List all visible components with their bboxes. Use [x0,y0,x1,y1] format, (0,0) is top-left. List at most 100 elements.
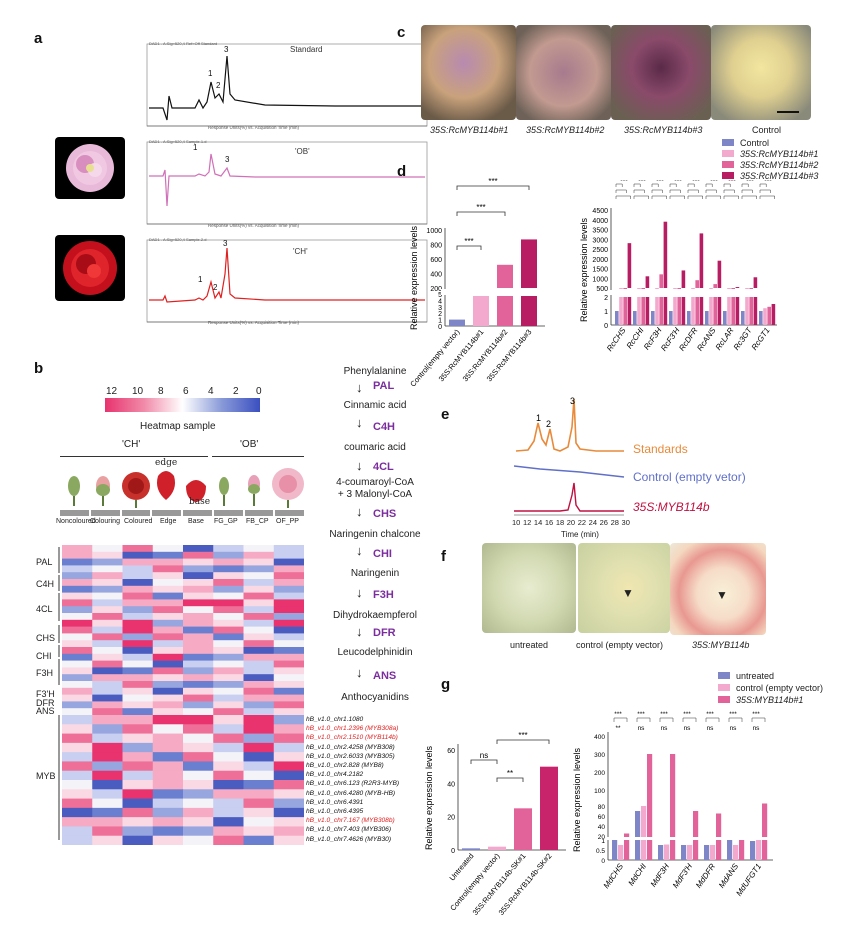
heatmap-cell [152,835,184,845]
heatmap-cell [92,613,123,621]
y-tick-label: 2500 [592,247,608,254]
peak-label: 3 [570,396,575,406]
heatmap-cell [122,687,154,696]
bar [767,306,771,325]
heatmap-cell [273,770,304,781]
bar [762,803,768,860]
heatmap-cell [243,545,275,553]
heatmap-cell [273,708,304,716]
bar [753,297,758,325]
heatmap-cell [152,752,184,762]
y-tick-label: 4 [438,298,442,305]
heatmap-cell [243,674,275,682]
heatmap-cell [213,761,244,772]
heatmap-cell [62,817,93,827]
callus-photo-2 [516,25,611,120]
heatmap-cell [243,572,275,580]
significance-bracket [633,195,649,199]
trace-tag-ch: 'CH' [293,247,308,256]
heatmap-cell [183,626,214,634]
heatmap-cell [243,599,275,607]
significance-bracket [751,717,766,722]
bar [663,221,668,288]
peak-label: 3 [225,155,230,164]
heatmap-cell [273,613,304,621]
significance-bracket [470,759,498,764]
heatmap-cell [273,660,304,668]
heatmap-cell [213,826,244,837]
x-tick-label: 30 [621,518,630,527]
heatmap-cell [243,551,275,560]
heatmap-cell [183,826,214,837]
heatmap-cell [183,674,214,682]
heatmap-cell [152,798,184,809]
heatmap-cell [122,835,154,845]
legend-item: 35S:RcMYB114b#3 [722,171,818,182]
heatmap-cell [62,835,93,845]
x-tick-label: 12 [522,518,532,527]
heatmap-cell [183,633,214,641]
heatmap-cell [62,558,93,566]
heatmap-cell [273,619,304,628]
heatmap-cell [92,606,123,614]
y-tick-label: 1500 [592,267,608,274]
heatmap-color-scale [105,398,260,412]
heatmap-cell [183,742,214,753]
x-tick-label: 35S:RcMYB114b#3 [485,328,534,384]
significance-bracket [651,189,663,193]
heatmap-cell [273,681,304,689]
heatmap-cell [152,606,184,614]
heatmap-cell [273,687,304,696]
heatmap-cell [243,701,275,709]
myb-gene-label: hB_v1.0_chr2.1510 (MYB114b) [306,734,398,742]
y-tick-label: 3500 [592,228,608,235]
heatmap-cell [62,701,93,709]
legend-item: 35S:MYB114b#1 [718,694,823,706]
bar [658,845,664,860]
heatmap-cell [92,674,123,682]
enzyme-dfr: DFR [373,627,396,639]
heatmap-cell [122,780,154,790]
heatmap-cell [62,579,93,587]
heatmap-cell [152,817,184,827]
row-group-myb: MYB [36,771,56,781]
heatmap-cell [243,681,275,689]
myb-gene-label: hB_v1.0_chr1.2396 (MYB308a) [306,725,399,733]
heatmap-cell [62,660,93,668]
y-tick-label: 100 [594,788,605,795]
metabolite-dihydrokaempferol: Dihydrokaempferol [333,610,417,621]
heatmap-cell [213,687,244,696]
heatmap-cell [273,761,304,772]
bar [659,274,663,288]
heatmap-cell [92,807,123,818]
heatmap-cell [243,826,275,837]
myb-gene-label: hB_v1.0_chr6.4395 [306,808,364,815]
significance-label: *** [752,711,760,718]
bar [709,297,713,325]
bar [727,288,731,289]
significance-bracket [741,195,757,199]
significance-label: *** [518,731,527,740]
group-label-ch: 'CH' [122,439,141,450]
heatmap-cell [122,585,154,594]
heatmap-cell [273,674,304,682]
heatmap-cell [243,724,275,735]
bar [635,811,641,860]
y-tick-label: 0.5 [596,848,605,855]
heatmap-cell [62,798,93,809]
arrow-down-icon: ↓ [356,458,363,473]
heatmap-cell [92,687,123,696]
heatmap-cell [92,798,123,809]
heatmap-cell [152,687,184,696]
heatmap-cell [152,724,184,735]
bar [673,288,677,289]
bar [753,277,758,288]
heatmap-cell [122,592,154,600]
heatmap-cell [243,653,275,662]
bar [731,297,735,325]
heatmap-cell [62,545,93,553]
heatmap-cell [62,674,93,682]
bar [735,287,740,289]
significance-label: *** [746,180,754,185]
heatmap-cell [243,592,275,600]
